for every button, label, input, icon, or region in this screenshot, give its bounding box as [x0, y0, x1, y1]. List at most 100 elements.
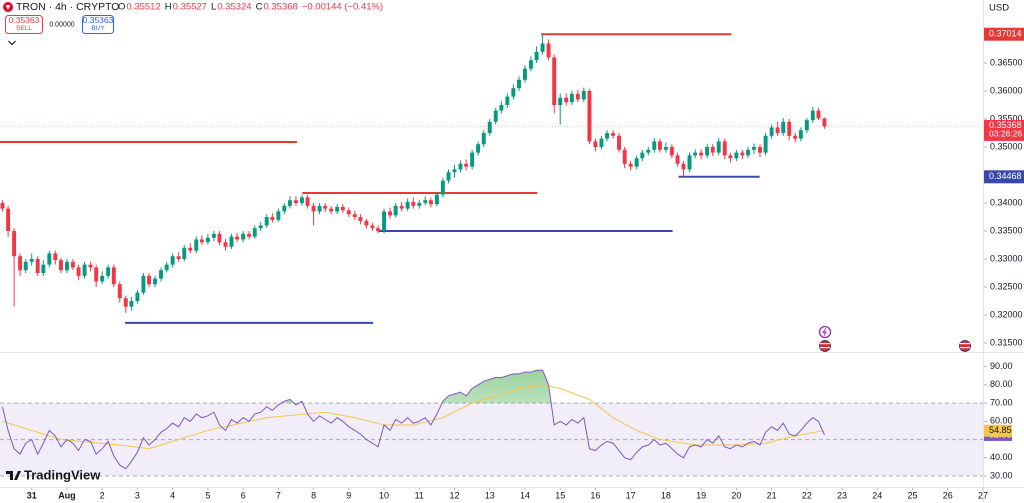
candle-body — [716, 141, 721, 153]
y-tick-label: 0.33500 — [990, 225, 1023, 235]
candle-body — [434, 194, 439, 205]
candle-body — [511, 88, 516, 97]
y-tick-label: 30.00 — [990, 470, 1013, 480]
candle-body — [276, 211, 281, 220]
candle-body — [552, 57, 557, 106]
buy-button[interactable] — [82, 15, 114, 34]
flag-stripe — [820, 343, 830, 345]
candle-body — [47, 253, 52, 265]
candle-body — [587, 91, 592, 142]
logo-text: TradingView — [24, 467, 101, 482]
candle-body — [129, 301, 134, 307]
candle-body — [699, 152, 704, 156]
y-tick-label: 40.00 — [990, 452, 1013, 462]
candle-body — [340, 206, 345, 211]
candle-body — [287, 200, 292, 206]
candle-body — [599, 138, 604, 148]
candle-body — [141, 275, 146, 293]
candle-body — [258, 225, 263, 229]
candle-body — [810, 110, 815, 121]
last-price-label-bg — [984, 119, 1024, 141]
candle-body — [446, 172, 451, 181]
candle-body — [746, 149, 750, 156]
candle-body — [399, 205, 404, 209]
candle-body — [241, 233, 246, 240]
axes: 0.31500 0.32000 0.32500 0.33000 0.33500 0.340… — [27, 27, 1024, 500]
candle-body — [376, 228, 381, 232]
spread: 0.00000 — [49, 21, 74, 28]
candle-body — [199, 239, 204, 243]
candle-body — [646, 149, 651, 153]
candle-body — [147, 275, 152, 285]
candle-body — [317, 205, 322, 212]
symbol-title: TRON · 4h · CRYPTO — [16, 1, 119, 13]
x-tick-label: 12 — [449, 490, 459, 500]
collapse-chevron[interactable] — [8, 40, 16, 46]
candle-body — [816, 110, 821, 119]
candle-body — [575, 93, 580, 100]
candle-body — [481, 133, 486, 145]
candle-body — [628, 163, 633, 167]
x-tick-label: 11 — [415, 490, 424, 500]
candle-body — [775, 127, 780, 134]
candle-body — [182, 247, 187, 260]
candle-body — [135, 292, 140, 302]
candle-body — [305, 197, 310, 206]
candle-body — [23, 261, 28, 271]
event-icon-bolt — [821, 328, 827, 336]
candle-body — [769, 127, 774, 136]
candle-body — [452, 169, 457, 173]
candle-body — [540, 43, 545, 52]
candle-body — [728, 155, 733, 159]
candle-body — [270, 217, 275, 220]
ohlc-label: L — [211, 2, 216, 13]
x-tick-label: 5 — [205, 490, 210, 500]
candle-body — [417, 203, 422, 206]
candle-body — [106, 267, 111, 276]
x-tick-label: 18 — [661, 490, 671, 500]
rsi-value-label: 54.85 — [989, 425, 1012, 435]
candle-body — [388, 211, 393, 216]
plot-layers: 0.31500 0.32000 0.32500 0.33000 0.33500 0.340… — [0, 27, 1024, 500]
x-tick-label: 23 — [837, 490, 847, 500]
y-tick-label: 0.32000 — [990, 309, 1023, 319]
x-tick-label: 20 — [731, 490, 741, 500]
candle-body — [505, 96, 510, 106]
candle-body — [763, 135, 768, 153]
candle-body — [12, 231, 17, 257]
ohlc-label: H — [165, 2, 172, 13]
x-tick-label: 16 — [590, 490, 600, 500]
candle-body — [346, 210, 351, 215]
flag-icon[interactable] — [959, 340, 971, 352]
ohlc-values: O 0.35512 H 0.35527 L 0.35324 C 0.35368 −0.00144… — [118, 2, 383, 13]
y-tick-label: 0.35000 — [990, 141, 1023, 151]
rsi-pane — [0, 369, 983, 477]
flag-icon[interactable] — [819, 340, 831, 352]
y-tick-label: 90.00 — [990, 361, 1013, 371]
x-tick-label: 19 — [696, 490, 706, 500]
candle-body — [41, 264, 46, 274]
x-tick-label: 25 — [908, 490, 918, 500]
candle-body — [687, 155, 692, 170]
sell-button[interactable] — [5, 15, 43, 34]
x-tick-label: 15 — [555, 490, 565, 500]
x-tick-label: 17 — [626, 490, 636, 500]
candle-body — [100, 275, 105, 282]
currency[interactable]: USD — [989, 3, 1009, 14]
y-tick-label: 0.36500 — [990, 57, 1023, 67]
candle-body — [787, 121, 792, 136]
y-tick-label: 60.00 — [990, 416, 1013, 426]
candle-body — [235, 236, 240, 240]
x-tick-label: 4 — [170, 490, 175, 500]
candle-body — [411, 201, 416, 206]
candle-body — [428, 200, 433, 205]
candle-body — [423, 200, 428, 204]
x-tick-label: 31 — [27, 490, 37, 500]
candle-body — [528, 60, 533, 69]
candle-body — [64, 261, 69, 271]
candle-body — [293, 200, 298, 204]
candle-body — [247, 233, 252, 237]
candle-body — [522, 68, 527, 80]
x-tick-label: 3 — [135, 490, 140, 500]
candle-body — [581, 91, 586, 100]
